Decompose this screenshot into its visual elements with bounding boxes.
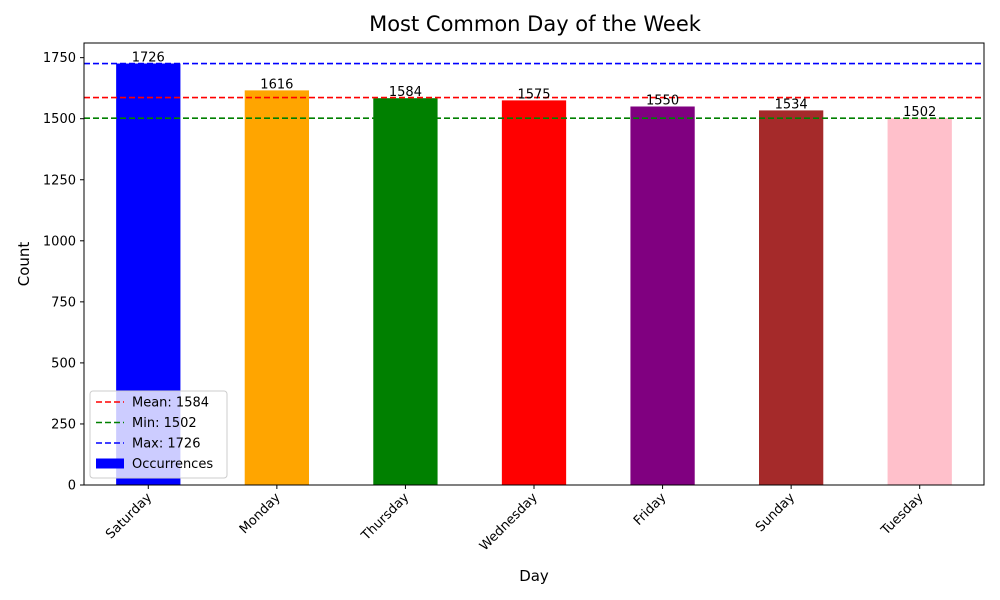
data-label-friday: 1550 — [646, 93, 679, 108]
legend-label: Max: 1726 — [132, 437, 200, 452]
y-tick-label: 0 — [68, 479, 76, 494]
x-tick-label-friday: Friday — [631, 490, 670, 529]
bar-friday — [630, 106, 695, 486]
y-axis-title: Count — [15, 242, 33, 287]
x-tick-label-monday: Monday — [237, 490, 284, 537]
legend-label: Occurrences — [132, 457, 213, 472]
bar-monday — [244, 90, 309, 486]
bar-tuesday — [887, 118, 952, 485]
y-tick-label: 250 — [51, 417, 76, 432]
data-label-tuesday: 1502 — [903, 105, 936, 120]
y-tick-label: 1000 — [43, 234, 76, 249]
data-labels: 1726 1616 1584 1575 1550 1534 1502 — [132, 51, 937, 121]
bar-thursday — [373, 98, 438, 485]
y-tick-label: 1500 — [43, 112, 76, 127]
chart-title: Most Common Day of the Week — [369, 12, 702, 36]
data-label-saturday: 1726 — [132, 51, 165, 66]
x-tick-label-wednesday: Wednesday — [477, 490, 541, 554]
data-label-thursday: 1584 — [389, 85, 422, 100]
x-tick-label-saturday: Saturday — [103, 490, 155, 542]
bar-wednesday — [501, 100, 567, 485]
y-tick-label: 500 — [51, 356, 76, 371]
bars-layer — [116, 63, 952, 486]
x-tick-label-tuesday: Tuesday — [878, 490, 927, 539]
y-tick-label: 1250 — [43, 173, 76, 188]
legend: Mean: 1584 Min: 1502 Max: 1726 Occurrences — [89, 390, 228, 479]
y-tick-label: 750 — [51, 295, 76, 310]
legend-box — [89, 390, 228, 479]
x-tick-label-thursday: Thursday — [358, 490, 412, 544]
x-tick-label-sunday: Sunday — [753, 490, 798, 535]
y-tick-label: 1750 — [43, 51, 76, 66]
bar-sunday — [759, 110, 824, 485]
reference-lines — [84, 62, 984, 120]
legend-swatch-patch — [96, 458, 124, 469]
data-label-sunday: 1534 — [775, 97, 808, 112]
legend-label: Mean: 1584 — [132, 396, 209, 411]
x-axis-title: Day — [519, 567, 549, 585]
data-label-wednesday: 1575 — [517, 87, 550, 102]
legend-label: Min: 1502 — [132, 416, 197, 431]
data-label-monday: 1616 — [260, 77, 293, 92]
